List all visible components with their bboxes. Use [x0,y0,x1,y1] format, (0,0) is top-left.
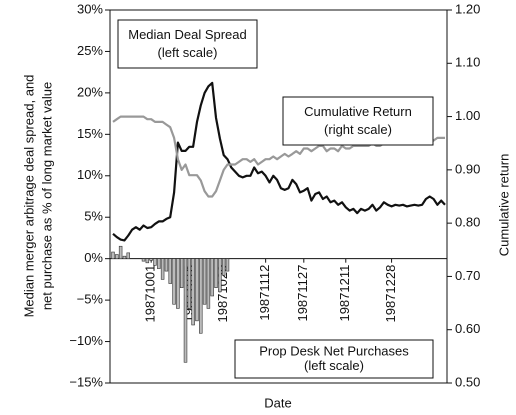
bar [191,258,195,326]
x-tick-label: 19871001 [143,265,158,323]
y-tick-label: 0% [84,250,103,265]
bar [145,258,150,264]
y2-tick-label: 1.00 [455,108,480,123]
bar [157,258,161,269]
bar [111,251,115,259]
y-tick-label: 15% [77,126,103,141]
legend-box [117,19,258,69]
bar [225,258,230,272]
bar [218,258,222,293]
y2-tick-label: 0.70 [455,268,480,283]
y-tick-label: −15% [69,374,103,389]
bar [221,258,226,276]
legend-note: (right scale) [324,122,392,137]
y2-tick-label: 1.20 [455,1,480,16]
bar [199,258,203,334]
x-tick-label: 19871112 [257,265,272,321]
y-tick-label: −5% [77,292,104,307]
bar [195,258,199,322]
legend-note: (left scale) [158,45,218,60]
y-tick-label: 20% [77,84,103,99]
line-series [112,81,446,242]
bar [160,258,165,280]
x-axis-label: Date [264,395,291,410]
bar [206,258,211,309]
bar [183,258,188,363]
bar [187,258,192,309]
x-tick-label: 19871228 [383,265,398,323]
bar [172,258,176,305]
y-tick-label: 25% [77,43,103,58]
legend-label: Median Deal Spread [128,27,247,42]
bar [122,255,127,259]
y-axis-label: Median merger arbitrage deal spread, and [21,75,36,318]
bar [176,258,180,309]
bar [118,245,123,259]
legend-note: (left scale) [304,358,364,373]
bar [126,252,130,259]
y2-tick-label: 1.10 [455,55,480,70]
y2-tick-label: 0.90 [455,161,480,176]
y-tick-label: 5% [84,209,103,224]
legend-label: Prop Desk Net Purchases [259,344,409,359]
y-tick-label: 10% [77,167,103,182]
y-tick-label: −10% [69,333,103,348]
bar [149,258,153,261]
bar [164,258,169,272]
bar [141,258,146,262]
bar [115,254,119,259]
bar [210,258,214,297]
bar [153,258,157,266]
bar [202,258,207,305]
bar [179,258,184,288]
plot-frame [109,9,448,384]
legend-box [234,339,434,379]
legend-box [282,96,434,146]
y2-tick-label: 0.60 [455,321,480,336]
y-tick-label: 30% [77,1,103,16]
y2-axis-label: Cumulative return [496,154,511,257]
bar [168,258,172,284]
bar [214,258,218,288]
x-tick-label: 19871211 [337,265,352,322]
y-axis-label: net purchase as % of long market value [39,82,54,310]
y2-tick-label: 0.50 [455,374,480,389]
x-tick-label: 19871127 [295,265,310,322]
legend-label: Cumulative Return [304,104,412,119]
y2-tick-label: 0.80 [455,215,480,230]
